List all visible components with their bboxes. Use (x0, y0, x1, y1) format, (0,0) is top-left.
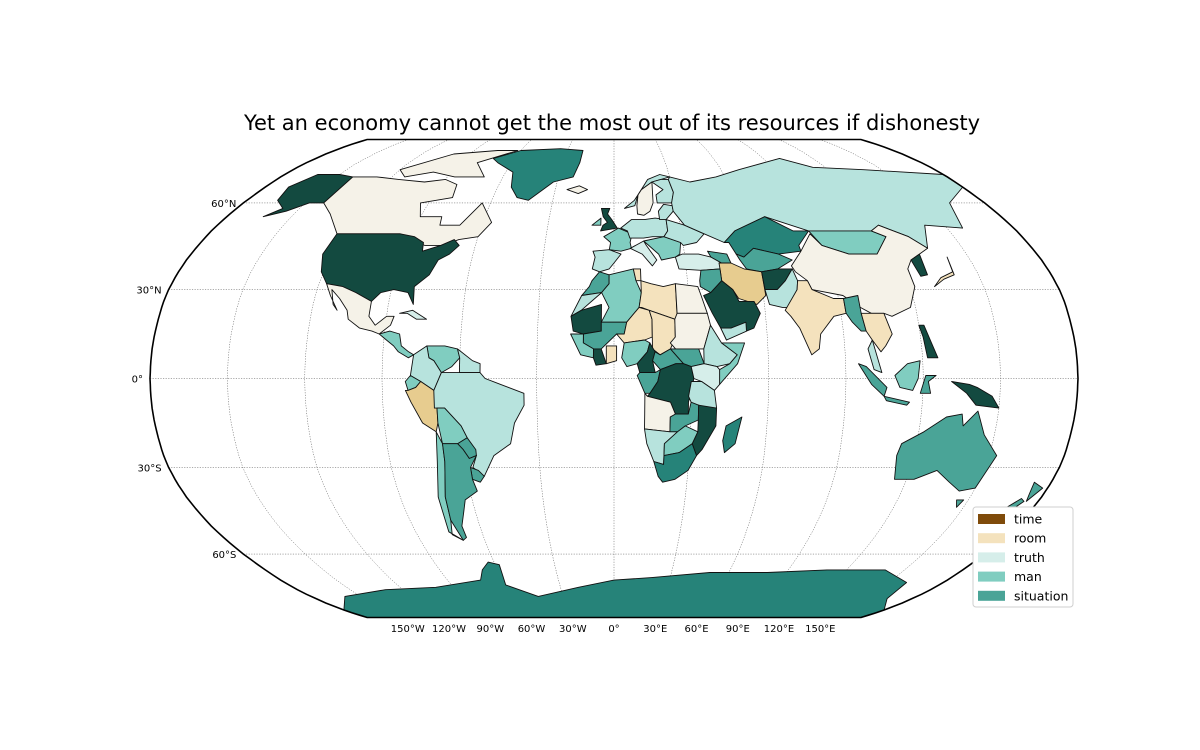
lon-label: 90°E (726, 624, 750, 635)
map-title: Yet an economy cannot get the most out o… (243, 111, 980, 135)
country-kenya-uganda[interactable] (690, 363, 721, 391)
legend-label-situation: situation (1014, 588, 1068, 603)
country-uk[interactable] (600, 207, 618, 232)
legend-label-room: room (1014, 531, 1046, 546)
country-baltics-belarus[interactable] (657, 203, 674, 221)
country-argentina[interactable] (442, 443, 478, 541)
latitude-labels: 60°N 30°N 0° 30°S 60°S (132, 199, 237, 561)
country-new-guinea[interactable] (951, 381, 1000, 409)
country-ghana[interactable] (605, 345, 618, 365)
country-madagascar[interactable] (722, 416, 743, 454)
lon-label: 60°E (684, 624, 708, 635)
legend-frame (972, 506, 1074, 608)
lat-label: 60°S (212, 550, 236, 561)
legend-swatch-time (978, 514, 1005, 524)
country-new-zealand-n[interactable] (1025, 481, 1044, 502)
country-shapes (262, 148, 1044, 618)
country-korea[interactable] (910, 253, 928, 277)
country-australia[interactable] (894, 410, 998, 492)
lat-label: 0° (132, 375, 143, 386)
legend-label-truth: truth (1014, 550, 1045, 565)
country-ukraine[interactable] (663, 219, 705, 246)
legend-swatch-man (978, 571, 1005, 582)
country-java[interactable] (883, 395, 910, 406)
country-egypt[interactable] (674, 283, 708, 314)
country-ireland[interactable] (591, 217, 602, 226)
country-guinea-coast[interactable] (592, 348, 607, 366)
country-antarctica[interactable] (343, 561, 908, 618)
lat-label: 60°N (211, 199, 236, 210)
lon-label: 120°W (432, 624, 466, 635)
lon-label: 30°W (559, 624, 587, 635)
map-legend: time room truth man situation (972, 506, 1074, 608)
country-philippines[interactable] (918, 324, 939, 359)
meridian-line (536, 139, 574, 618)
country-indochina[interactable] (860, 312, 893, 353)
lon-label: 150°W (391, 624, 425, 635)
country-iberia[interactable] (591, 249, 622, 273)
country-guyanas[interactable] (457, 348, 481, 374)
country-cuba[interactable] (399, 309, 428, 320)
country-sweden[interactable] (636, 181, 654, 216)
lon-label: 30°E (643, 624, 667, 635)
country-greenland[interactable] (492, 148, 584, 201)
country-borneo[interactable] (894, 360, 921, 391)
meridian-line (696, 139, 769, 618)
lon-label: 90°W (476, 624, 504, 635)
legend-label-man: man (1014, 569, 1042, 584)
country-sudan[interactable] (669, 312, 711, 350)
lon-label: 120°E (764, 624, 794, 635)
legend-swatch-truth (978, 552, 1005, 563)
country-central-america[interactable] (378, 330, 415, 359)
country-sumatra[interactable] (858, 363, 888, 397)
legend-swatch-room (978, 533, 1005, 544)
country-arctic-archipelago[interactable] (399, 150, 519, 178)
legend-label-time: time (1014, 512, 1043, 527)
meridian-line (381, 139, 491, 618)
country-tasmania[interactable] (956, 499, 965, 508)
lat-label: 30°S (138, 463, 162, 474)
lat-label: 30°N (136, 286, 161, 297)
country-malay[interactable] (867, 339, 883, 374)
lon-label: 0° (608, 624, 619, 635)
legend-swatch-situation (978, 590, 1005, 601)
lon-label: 60°W (518, 624, 546, 635)
country-alaska[interactable] (262, 174, 354, 218)
country-mexico[interactable] (326, 283, 395, 335)
country-sulawesi[interactable] (919, 375, 937, 394)
country-yemen[interactable] (720, 321, 747, 341)
country-central-asia[interactable] (735, 247, 793, 273)
country-south-africa[interactable] (653, 443, 697, 483)
country-japan[interactable] (934, 256, 955, 288)
map-area (150, 139, 1078, 618)
country-iceland[interactable] (566, 185, 589, 195)
map-boundary (149, 138, 1079, 619)
longitude-labels: 150°W 120°W 90°W 60°W 30°W 0° 30°E 60°E 90°E 120°… (391, 624, 836, 635)
lon-label: 150°E (805, 624, 835, 635)
